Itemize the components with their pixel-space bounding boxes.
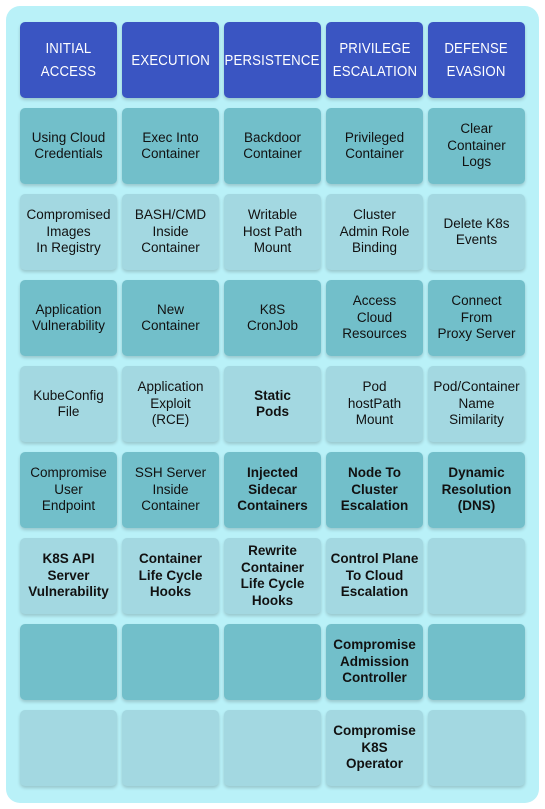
column-header-initial-access: INITIAL ACCESS: [20, 22, 117, 98]
empty-cell: [428, 538, 525, 614]
technique-cell-delete-k8s-events: Delete K8s Events: [428, 194, 525, 270]
column-header-execution: EXECUTION: [122, 22, 219, 98]
empty-cell: [20, 624, 117, 700]
empty-cell: [20, 710, 117, 786]
column-header-label: INITIAL ACCESS: [40, 40, 97, 80]
technique-cell-application-vulnerability: Application Vulnerability: [20, 280, 117, 356]
column-header-label: DEFENSE EVASION: [444, 40, 509, 80]
empty-cell: [122, 624, 219, 700]
technique-cell-backdoor-container: Backdoor Container: [224, 108, 321, 184]
technique-cell-application-exploit-rce: Application Exploit (RCE): [122, 366, 219, 442]
attack-matrix-grid: INITIAL ACCESS EXECUTION PERSISTENCE PRIVIL…: [20, 22, 525, 786]
empty-cell: [122, 710, 219, 786]
technique-cell-clear-container-logs: Clear Container Logs: [428, 108, 525, 184]
column-header-label: EXECUTION: [131, 51, 210, 69]
column-header-defense-evasion: DEFENSE EVASION: [428, 22, 525, 98]
technique-cell-dynamic-resolution-dns: Dynamic Resolution (DNS): [428, 452, 525, 528]
technique-cell-kubeconfig-file: KubeConfig File: [20, 366, 117, 442]
technique-cell-using-cloud-credentials: Using Cloud Credentials: [20, 108, 117, 184]
technique-cell-cluster-admin-role-binding: Cluster Admin Role Binding: [326, 194, 423, 270]
column-header-label: PRIVILEGE ESCALATION: [332, 40, 417, 80]
technique-cell-rewrite-container-life-cycle-hooks: Rewrite Container Life Cycle Hooks: [224, 538, 321, 614]
technique-cell-pod-hostpath-mount: Pod hostPath Mount: [326, 366, 423, 442]
empty-cell: [224, 624, 321, 700]
technique-cell-compromise-admission-controller: Compromise Admission Controller: [326, 624, 423, 700]
empty-cell: [428, 710, 525, 786]
technique-cell-injected-sidecar-containers: Injected Sidecar Containers: [224, 452, 321, 528]
technique-cell-static-pods: Static Pods: [224, 366, 321, 442]
column-header-persistence: PERSISTENCE: [224, 22, 321, 98]
technique-cell-k8s-cronjob: K8S CronJob: [224, 280, 321, 356]
column-header-label: PERSISTENCE: [224, 51, 321, 69]
technique-cell-control-plane-to-cloud-escalation: Control Plane To Cloud Escalation: [326, 538, 423, 614]
technique-cell-pod-container-name-similarity: Pod/Container Name Similarity: [428, 366, 525, 442]
empty-cell: [224, 710, 321, 786]
technique-cell-k8s-api-server-vulnerability: K8S API Server Vulnerability: [20, 538, 117, 614]
technique-cell-compromise-user-endpoint: Compromise User Endpoint: [20, 452, 117, 528]
column-header-privilege-escalation: PRIVILEGE ESCALATION: [326, 22, 423, 98]
technique-cell-access-cloud-resources: Access Cloud Resources: [326, 280, 423, 356]
technique-cell-ssh-server-inside-container: SSH Server Inside Container: [122, 452, 219, 528]
technique-cell-bash-cmd-inside-container: BASH/CMD Inside Container: [122, 194, 219, 270]
technique-cell-connect-from-proxy-server: Connect From Proxy Server: [428, 280, 525, 356]
technique-cell-privileged-container: Privileged Container: [326, 108, 423, 184]
technique-cell-compromise-k8s-operator: Compromise K8S Operator: [326, 710, 423, 786]
technique-cell-node-to-cluster-escalation: Node To Cluster Escalation: [326, 452, 423, 528]
empty-cell: [428, 624, 525, 700]
technique-cell-compromised-images-in-registry: Compromised Images In Registry: [20, 194, 117, 270]
technique-cell-exec-into-container: Exec Into Container: [122, 108, 219, 184]
technique-cell-container-life-cycle-hooks: Container Life Cycle Hooks: [122, 538, 219, 614]
technique-cell-new-container: New Container: [122, 280, 219, 356]
technique-cell-writable-host-path-mount: Writable Host Path Mount: [224, 194, 321, 270]
